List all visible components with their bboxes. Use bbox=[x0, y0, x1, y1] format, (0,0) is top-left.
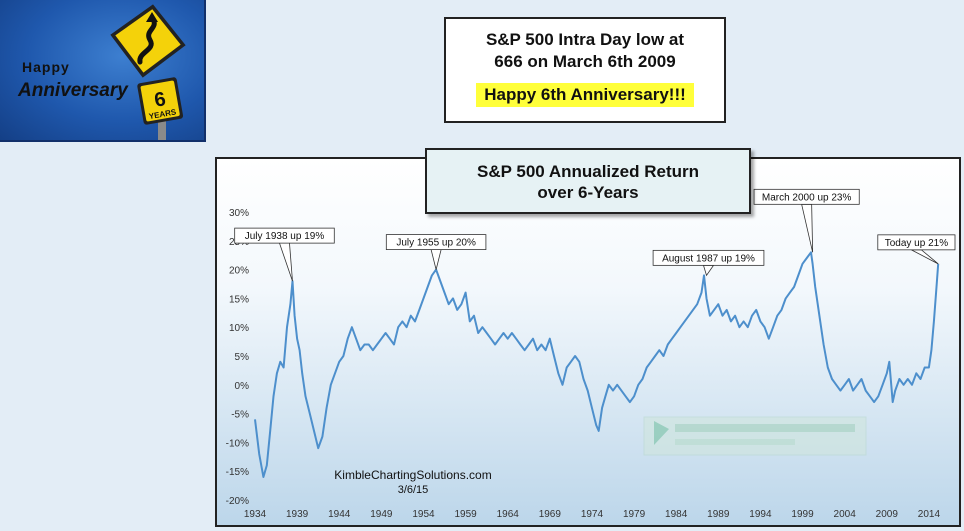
annotation-callout: August 1987 up 19% bbox=[652, 249, 765, 277]
annotation-label: March 2000 up 23% bbox=[762, 192, 852, 203]
six-years-sign-icon: 6 YEARS bbox=[137, 77, 184, 125]
annotation-box bbox=[753, 188, 860, 205]
annotation-box bbox=[877, 234, 956, 251]
annotation-box bbox=[652, 249, 765, 266]
annotation-pointer bbox=[278, 242, 293, 282]
annotation-label: August 1987 up 19% bbox=[662, 253, 755, 264]
chart-svg: 30%25%20%15%10%5%0%-5%-10%-15%-20% 19341… bbox=[226, 188, 956, 520]
y-tick-label: -20% bbox=[226, 496, 249, 507]
x-tick-label: 1934 bbox=[244, 509, 267, 520]
credit-text: KimbleChartingSolutions.com bbox=[334, 468, 491, 482]
x-tick-label: 1994 bbox=[749, 509, 772, 520]
series-line bbox=[254, 251, 940, 478]
credit-date: 3/6/15 bbox=[398, 484, 429, 496]
annotation-label: July 1955 up 20% bbox=[396, 238, 476, 249]
y-tick-label: 20% bbox=[229, 266, 249, 277]
annotation-pointer bbox=[801, 203, 814, 253]
info-line-2: 666 on March 6th 2009 bbox=[494, 52, 676, 71]
y-tick-label: -5% bbox=[231, 410, 249, 421]
annotation-pointer bbox=[702, 264, 715, 277]
chart-subtitle: over 6-Years bbox=[537, 183, 639, 202]
x-tick-label: 1954 bbox=[412, 509, 435, 520]
info-line-1: S&P 500 Intra Day low at bbox=[485, 30, 685, 49]
x-tick-label: 1979 bbox=[623, 509, 646, 520]
x-tick-label: 2009 bbox=[876, 509, 899, 520]
x-tick-label: 1949 bbox=[370, 509, 393, 520]
winding-road-sign-icon bbox=[110, 4, 186, 78]
y-tick-label: -10% bbox=[226, 438, 249, 449]
watermark-logo bbox=[643, 416, 867, 456]
x-tick-label: 1999 bbox=[791, 509, 814, 520]
chart-title-box: S&P 500 Annualized Return over 6-Years bbox=[425, 148, 751, 214]
annotation-callout: March 2000 up 23% bbox=[753, 188, 860, 253]
y-tick-label: 10% bbox=[229, 323, 249, 334]
sign-number: 6 bbox=[153, 88, 168, 112]
chart-panel: 30%25%20%15%10%5%0%-5%-10%-15%-20% 19341… bbox=[215, 157, 961, 527]
y-tick-label: 0% bbox=[235, 381, 250, 392]
y-tick-label: 15% bbox=[229, 294, 249, 305]
annotation-callout: Today up 21% bbox=[877, 234, 956, 265]
badge-art: 6 YEARS Happy Anniversary bbox=[17, 4, 186, 140]
x-tick-label: 2014 bbox=[918, 509, 941, 520]
info-box: S&P 500 Intra Day low at 666 on March 6t… bbox=[444, 17, 726, 123]
x-tick-label: 1944 bbox=[328, 509, 351, 520]
x-tick-label: 1989 bbox=[707, 509, 730, 520]
badge-anniversary: Anniversary bbox=[17, 80, 129, 101]
x-tick-label: 1964 bbox=[497, 509, 520, 520]
x-tick-label: 2004 bbox=[834, 509, 857, 520]
y-tick-label: -15% bbox=[226, 467, 249, 478]
info-highlight: Happy 6th Anniversary!!! bbox=[476, 83, 694, 107]
anniversary-badge: 6 YEARS Happy Anniversary bbox=[0, 0, 206, 142]
y-axis: 30%25%20%15%10%5%0%-5%-10%-15%-20% bbox=[226, 208, 249, 507]
annotation-label: July 1938 up 19% bbox=[245, 231, 325, 242]
annotation-callout: July 1938 up 19% bbox=[234, 227, 335, 282]
annotations: July 1938 up 19% July 1955 up 20% August 1… bbox=[234, 188, 956, 282]
x-tick-label: 1984 bbox=[665, 509, 688, 520]
x-tick-label: 1939 bbox=[286, 509, 309, 520]
annotation-pointer bbox=[911, 249, 939, 265]
annotation-label: Today up 21% bbox=[885, 238, 948, 249]
x-axis: 1934 1939 1944 1949 1954 1959 1964 1969 1974 1979… bbox=[244, 509, 941, 520]
x-tick-label: 1959 bbox=[454, 509, 477, 520]
badge-happy: Happy bbox=[22, 59, 70, 75]
x-tick-label: 1969 bbox=[539, 509, 562, 520]
annotation-pointer bbox=[430, 249, 442, 270]
annotation-callout: July 1955 up 20% bbox=[385, 234, 487, 270]
y-tick-label: 30% bbox=[229, 208, 249, 219]
annotation-box bbox=[385, 234, 487, 250]
annotation-box bbox=[234, 227, 335, 244]
y-tick-label: 5% bbox=[235, 352, 250, 363]
x-tick-label: 1974 bbox=[581, 509, 604, 520]
chart-title: S&P 500 Annualized Return bbox=[477, 162, 699, 181]
